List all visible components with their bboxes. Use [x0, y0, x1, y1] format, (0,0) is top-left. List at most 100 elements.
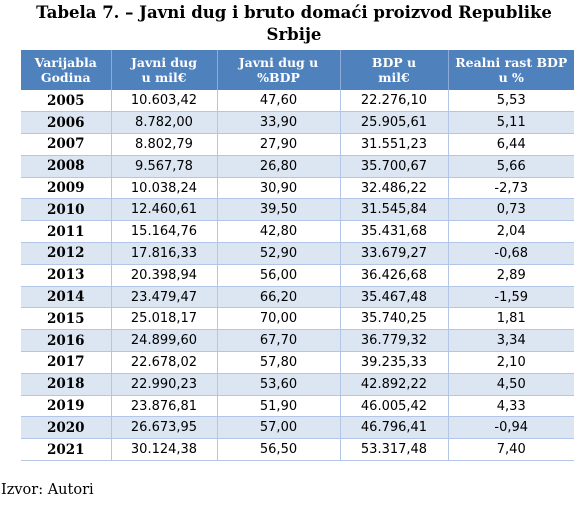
table-row: 2017 22.678,02 57,80 39.235,33 2,10 [21, 351, 574, 374]
header-debt-pct-gdp-line-1: Javni dug u [238, 55, 319, 70]
cell-debt-pct-gdp: 27,90 [217, 133, 341, 156]
cell-public-debt: 10.038,24 [111, 177, 218, 200]
cell-debt-pct-gdp: 42,80 [217, 220, 341, 244]
cell-real-gdp-growth: -2,73 [448, 177, 574, 200]
table-row: 2018 22.990,23 53,60 42.892,22 4,50 [21, 373, 574, 396]
cell-real-gdp-growth: -0,68 [448, 242, 574, 265]
header-real-gdp-growth-line-1: Realni rast BDP [455, 55, 568, 70]
header-row: Varijabla Godina Javni dug u mil€ Javni … [21, 50, 574, 90]
cell-real-gdp-growth: 5,66 [448, 155, 574, 178]
cell-debt-pct-gdp: 39,50 [217, 198, 341, 222]
cell-real-gdp-growth: -1,59 [448, 286, 574, 309]
cell-real-gdp-growth: 1,81 [448, 307, 574, 331]
cell-debt-pct-gdp: 56,00 [217, 264, 341, 287]
cell-public-debt: 22.678,02 [111, 351, 218, 374]
table-row: 2008 9.567,78 26,80 35.700,67 5,66 [21, 155, 574, 178]
cell-real-gdp-growth: 7,40 [448, 438, 574, 462]
cell-public-debt: 9.567,78 [111, 155, 218, 178]
cell-debt-pct-gdp: 33,90 [217, 111, 341, 135]
cell-gdp: 36.779,32 [340, 329, 449, 353]
cell-year: 2017 [21, 351, 112, 374]
cell-year: 2009 [21, 177, 112, 200]
cell-debt-pct-gdp: 57,00 [217, 416, 341, 440]
cell-real-gdp-growth: 4,50 [448, 373, 574, 396]
cell-public-debt: 26.673,95 [111, 416, 218, 440]
cell-debt-pct-gdp: 67,70 [217, 329, 341, 353]
table-row: 2016 24.899,60 67,70 36.779,32 3,34 [21, 329, 574, 353]
header-public-debt: Javni dug u mil€ [111, 50, 218, 90]
table-row: 2005 10.603,42 47,60 22.276,10 5,53 [21, 90, 574, 113]
source-note: Izvor: Autori [1, 482, 94, 498]
cell-public-debt: 25.018,17 [111, 307, 218, 331]
cell-year: 2020 [21, 416, 112, 440]
cell-gdp: 25.905,61 [340, 111, 449, 135]
header-public-debt-line-1: Javni dug [130, 55, 198, 70]
table-row: 2010 12.460,61 39,50 31.545,84 0,73 [21, 198, 574, 222]
cell-public-debt: 23.876,81 [111, 395, 218, 418]
cell-year: 2021 [21, 438, 112, 462]
header-year: Varijabla Godina [21, 50, 112, 90]
cell-debt-pct-gdp: 26,80 [217, 155, 341, 178]
cell-gdp: 31.551,23 [340, 133, 449, 156]
cell-real-gdp-growth: 2,04 [448, 220, 574, 244]
cell-real-gdp-growth: 0,73 [448, 198, 574, 222]
cell-gdp: 46.005,42 [340, 395, 449, 418]
cell-real-gdp-growth: 5,11 [448, 111, 574, 135]
cell-debt-pct-gdp: 52,90 [217, 242, 341, 265]
cell-public-debt: 10.603,42 [111, 90, 218, 113]
cell-gdp: 33.679,27 [340, 242, 449, 265]
cell-gdp: 35.431,68 [340, 220, 449, 244]
cell-year: 2014 [21, 286, 112, 309]
cell-year: 2011 [21, 220, 112, 244]
cell-public-debt: 17.816,33 [111, 242, 218, 265]
cell-year: 2008 [21, 155, 112, 178]
cell-public-debt: 8.782,00 [111, 111, 218, 135]
cell-debt-pct-gdp: 30,90 [217, 177, 341, 200]
header-gdp-line-1: BDP u [371, 55, 417, 70]
cell-public-debt: 30.124,38 [111, 438, 218, 462]
table-title-line-2: Srbije [266, 25, 322, 44]
cell-public-debt: 15.164,76 [111, 220, 218, 244]
cell-real-gdp-growth: 2,10 [448, 351, 574, 374]
cell-gdp: 32.486,22 [340, 177, 449, 200]
cell-gdp: 31.545,84 [340, 198, 449, 222]
cell-real-gdp-growth: 4,33 [448, 395, 574, 418]
cell-public-debt: 22.990,23 [111, 373, 218, 396]
data-table: Varijabla Godina Javni dug u mil€ Javni … [21, 50, 574, 462]
cell-real-gdp-growth: 2,89 [448, 264, 574, 287]
header-year-line-1: Varijabla [34, 55, 97, 70]
header-gdp-line-2: mil€ [378, 70, 410, 85]
cell-year: 2018 [21, 373, 112, 396]
cell-debt-pct-gdp: 51,90 [217, 395, 341, 418]
cell-debt-pct-gdp: 47,60 [217, 90, 341, 113]
header-debt-pct-gdp: Javni dug u %BDP [217, 50, 341, 90]
table-row: 2012 17.816,33 52,90 33.679,27 -0,68 [21, 242, 574, 265]
table-row: 2021 30.124,38 56,50 53.317,48 7,40 [21, 438, 574, 462]
cell-real-gdp-growth: 3,34 [448, 329, 574, 353]
cell-public-debt: 20.398,94 [111, 264, 218, 287]
cell-gdp: 35.700,67 [340, 155, 449, 178]
cell-real-gdp-growth: 6,44 [448, 133, 574, 156]
cell-debt-pct-gdp: 66,20 [217, 286, 341, 309]
cell-year: 2015 [21, 307, 112, 331]
table-row: 2006 8.782,00 33,90 25.905,61 5,11 [21, 111, 574, 135]
cell-gdp: 35.740,25 [340, 307, 449, 331]
cell-gdp: 36.426,68 [340, 264, 449, 287]
cell-year: 2010 [21, 198, 112, 222]
table-title: Tabela 7. – Javni dug i bruto domaći pro… [0, 2, 588, 46]
table-row: 2014 23.479,47 66,20 35.467,48 -1,59 [21, 286, 574, 309]
cell-debt-pct-gdp: 56,50 [217, 438, 341, 462]
cell-debt-pct-gdp: 57,80 [217, 351, 341, 374]
cell-real-gdp-growth: -0,94 [448, 416, 574, 440]
cell-gdp: 46.796,41 [340, 416, 449, 440]
header-public-debt-line-2: u mil€ [141, 70, 187, 85]
table-row: 2007 8.802,79 27,90 31.551,23 6,44 [21, 133, 574, 156]
cell-year: 2007 [21, 133, 112, 156]
cell-gdp: 35.467,48 [340, 286, 449, 309]
table-row: 2013 20.398,94 56,00 36.426,68 2,89 [21, 264, 574, 287]
cell-year: 2013 [21, 264, 112, 287]
cell-debt-pct-gdp: 70,00 [217, 307, 341, 331]
table-row: 2015 25.018,17 70,00 35.740,25 1,81 [21, 307, 574, 331]
cell-public-debt: 8.802,79 [111, 133, 218, 156]
cell-year: 2016 [21, 329, 112, 353]
